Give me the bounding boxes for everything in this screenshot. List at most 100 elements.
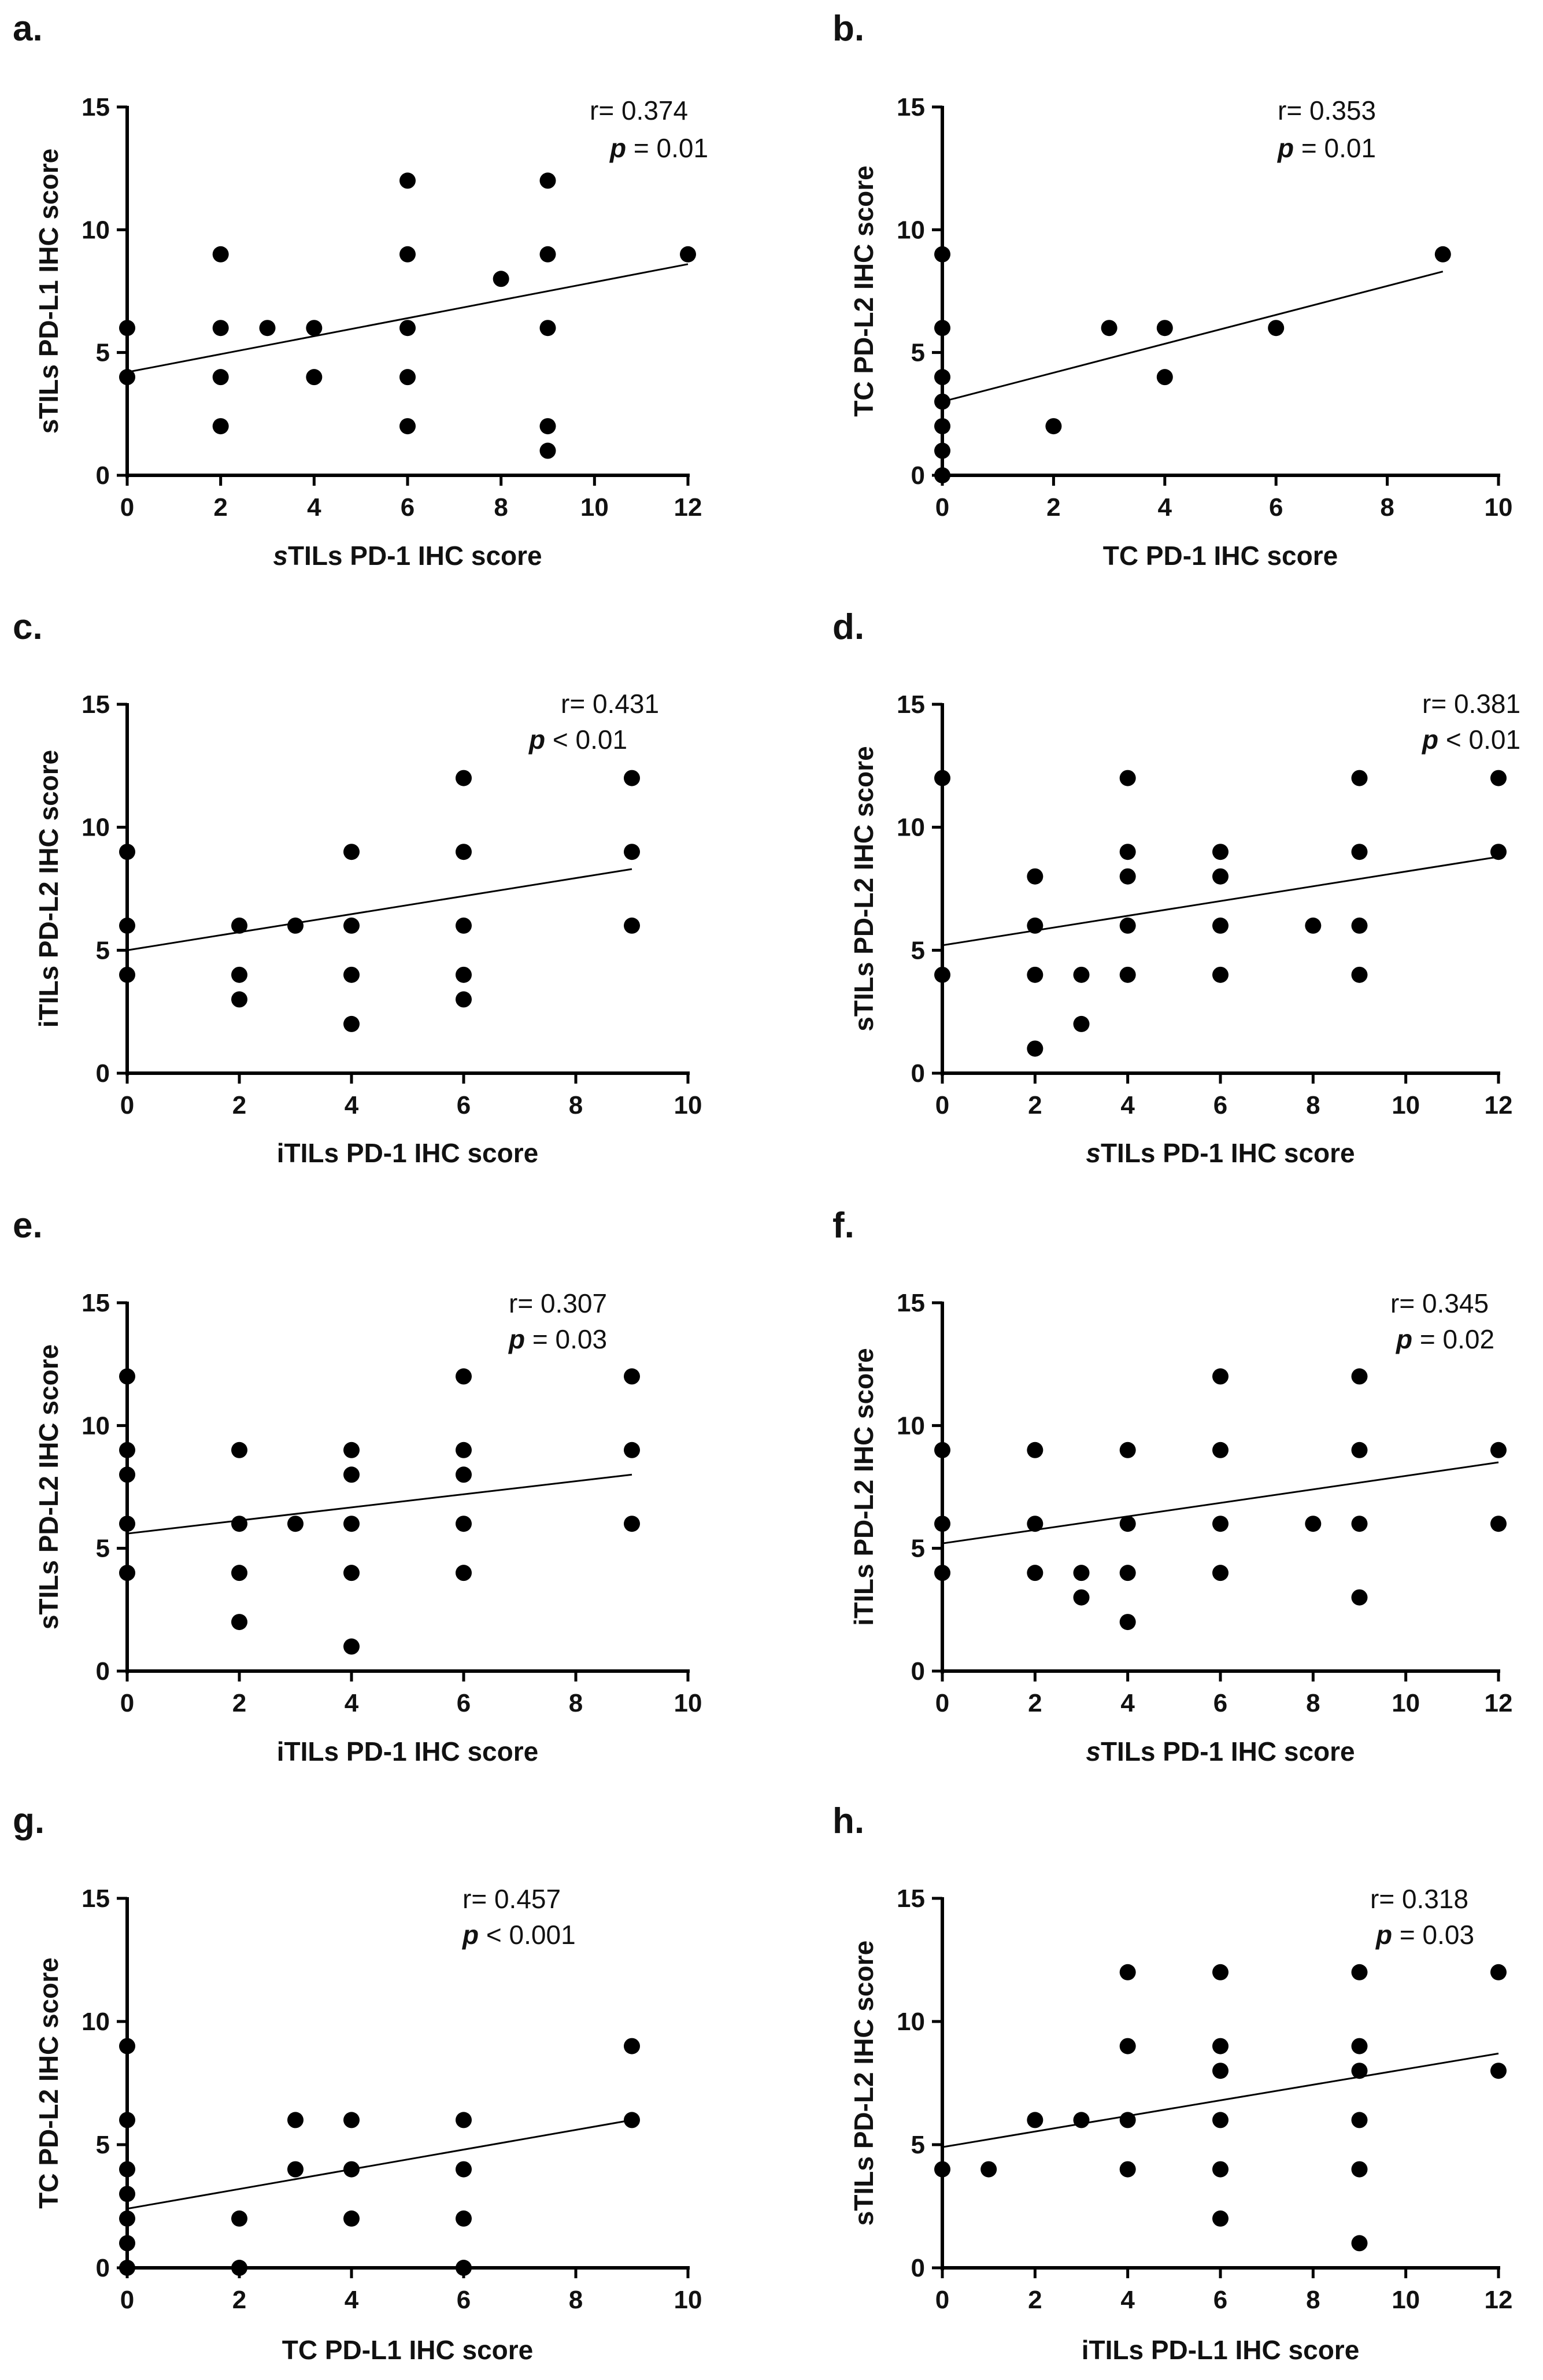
data-point bbox=[287, 2161, 304, 2178]
data-point bbox=[287, 2112, 304, 2128]
x-tick-label: 0 bbox=[120, 1689, 134, 1717]
data-point bbox=[456, 1368, 472, 1385]
x-tick-label: 0 bbox=[120, 493, 134, 522]
panel-d: d. 0 5 10 15 0 2 4 6 8 10 12 sTILs PD-1 IHC score sTI… bbox=[832, 607, 1520, 1168]
data-point bbox=[456, 1442, 472, 1458]
x-tick-label: 0 bbox=[120, 1091, 134, 1119]
data-point bbox=[1212, 868, 1229, 885]
data-point bbox=[1027, 868, 1044, 885]
data-point bbox=[1212, 1565, 1229, 1581]
data-point bbox=[1212, 2038, 1229, 2054]
y-tick-label: 15 bbox=[897, 690, 925, 719]
data-point bbox=[1119, 770, 1136, 786]
data-point bbox=[1434, 246, 1451, 263]
data-point bbox=[212, 246, 229, 263]
data-point bbox=[539, 442, 556, 459]
x-tick-label: 4 bbox=[1158, 493, 1172, 522]
panel-e: e. 0 5 10 15 0 2 4 6 8 10 iTILs PD-1 IHC score sTILs… bbox=[13, 1206, 702, 1766]
data-point bbox=[343, 844, 360, 860]
y-tick-label: 0 bbox=[911, 1059, 925, 1088]
data-point bbox=[119, 369, 135, 386]
data-point bbox=[119, 1368, 135, 1385]
regression-line bbox=[127, 1473, 632, 1535]
x-axis-title: sTILs PD-1 IHC score bbox=[1086, 1138, 1355, 1168]
data-point bbox=[287, 1516, 304, 1532]
data-point bbox=[934, 442, 950, 459]
data-point bbox=[1212, 1368, 1229, 1385]
x-tick-label: 12 bbox=[1485, 2286, 1513, 2314]
data-point bbox=[456, 1516, 472, 1532]
data-point bbox=[456, 991, 472, 1008]
x-tick-label: 8 bbox=[569, 1091, 583, 1119]
data-point bbox=[539, 320, 556, 337]
y-tick-label: 0 bbox=[911, 461, 925, 490]
data-point bbox=[980, 2161, 997, 2178]
data-point bbox=[1212, 917, 1229, 934]
x-tick-label: 6 bbox=[457, 1689, 471, 1717]
y-tick-label: 0 bbox=[96, 1059, 110, 1088]
data-point bbox=[934, 393, 950, 410]
y-tick-label: 15 bbox=[897, 1884, 925, 1913]
data-point bbox=[1119, 1442, 1136, 1458]
data-point bbox=[1351, 1964, 1368, 1980]
data-point bbox=[1490, 1964, 1507, 1980]
data-point bbox=[343, 2210, 360, 2227]
x-tick-label: 8 bbox=[1306, 1689, 1320, 1717]
data-point bbox=[539, 418, 556, 435]
x-tick-label: 2 bbox=[232, 1689, 246, 1717]
data-point bbox=[539, 246, 556, 263]
x-tick-label: 12 bbox=[674, 493, 702, 522]
p-value: p = 0.02 bbox=[1395, 1324, 1494, 1354]
data-point bbox=[343, 917, 360, 934]
data-point bbox=[1351, 2161, 1368, 2178]
x-tick-label: 10 bbox=[674, 2286, 702, 2314]
data-point bbox=[1073, 966, 1090, 983]
x-tick-label: 10 bbox=[1392, 1091, 1420, 1119]
y-tick-label: 15 bbox=[82, 1289, 110, 1317]
data-point bbox=[934, 1442, 950, 1458]
panel-label: f. bbox=[832, 1206, 854, 1246]
y-tick-label: 10 bbox=[82, 2008, 110, 2036]
p-value: p = 0.01 bbox=[1276, 133, 1376, 163]
data-point bbox=[1490, 844, 1507, 860]
data-point bbox=[1119, 1516, 1136, 1532]
x-tick-label: 4 bbox=[345, 2286, 359, 2314]
x-axis-title: TC PD-L1 IHC score bbox=[282, 2335, 534, 2365]
data-point bbox=[934, 1516, 950, 1532]
panel-label: a. bbox=[13, 9, 43, 49]
data-point bbox=[343, 2112, 360, 2128]
panel-label: c. bbox=[13, 607, 43, 647]
data-point bbox=[1027, 1516, 1044, 1532]
y-tick-label: 15 bbox=[82, 93, 110, 121]
data-point bbox=[624, 770, 640, 786]
x-tick-label: 12 bbox=[1485, 1091, 1513, 1119]
regression-line bbox=[127, 2119, 632, 2210]
y-tick-label: 5 bbox=[911, 2131, 925, 2159]
x-tick-label: 12 bbox=[1485, 1689, 1513, 1717]
data-point bbox=[624, 2038, 640, 2054]
data-point bbox=[456, 2260, 472, 2276]
data-point bbox=[212, 418, 229, 435]
x-tick-label: 6 bbox=[1213, 2286, 1227, 2314]
x-tick-label: 8 bbox=[494, 493, 508, 522]
data-point bbox=[119, 320, 135, 337]
y-tick-label: 15 bbox=[82, 690, 110, 719]
y-axis-title: sTILs PD-L1 IHC score bbox=[34, 149, 64, 434]
data-point bbox=[1119, 844, 1136, 860]
data-point bbox=[119, 966, 135, 983]
x-tick-label: 4 bbox=[307, 493, 321, 522]
x-tick-label: 2 bbox=[1028, 2286, 1042, 2314]
y-tick-label: 10 bbox=[897, 2008, 925, 2036]
data-point bbox=[231, 991, 247, 1008]
data-point bbox=[1490, 770, 1507, 786]
x-tick-label: 2 bbox=[1028, 1689, 1042, 1717]
y-tick-label: 10 bbox=[82, 216, 110, 244]
x-tick-label: 0 bbox=[120, 2286, 134, 2314]
data-point bbox=[259, 320, 276, 337]
y-tick-label: 5 bbox=[96, 339, 110, 367]
data-point bbox=[119, 2186, 135, 2202]
data-point bbox=[119, 1516, 135, 1532]
data-point bbox=[1119, 868, 1136, 885]
data-point bbox=[1351, 1516, 1368, 1532]
